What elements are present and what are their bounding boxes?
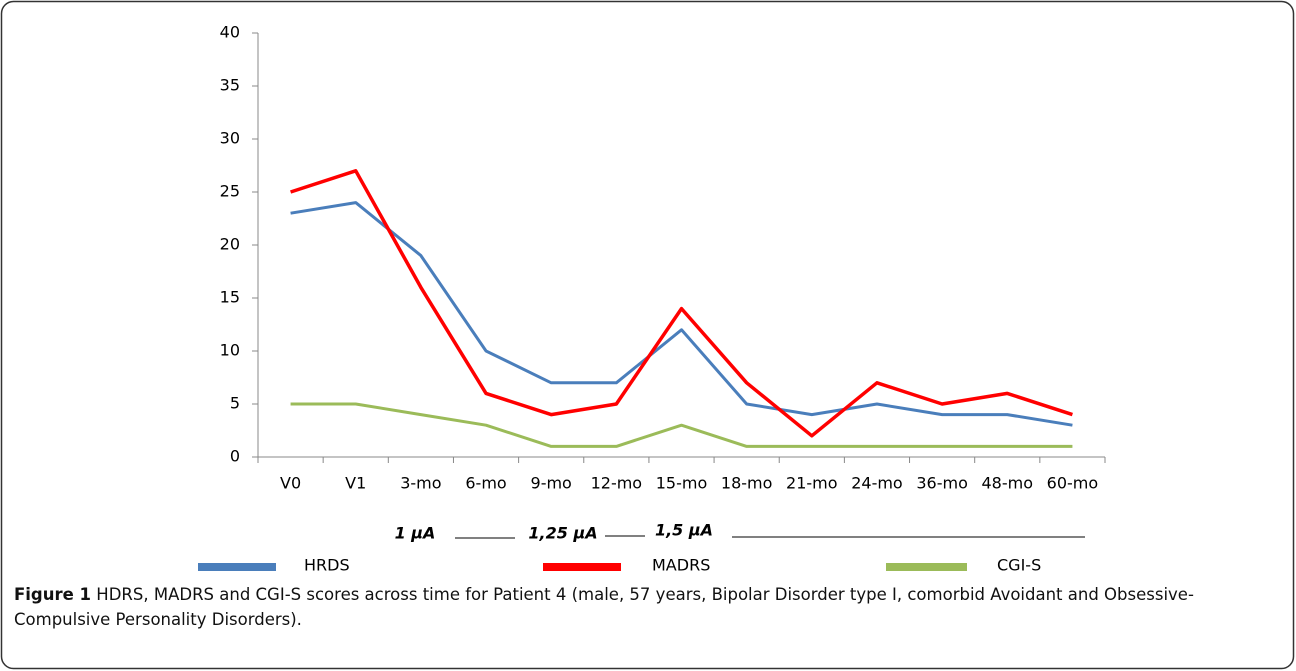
y-tick-label: 15 <box>220 288 240 307</box>
annotation-lines <box>455 535 1085 539</box>
annotation: 1,25 µA <box>528 524 597 543</box>
legend-label: MADRS <box>652 556 710 575</box>
x-tick-label: 48-mo <box>982 474 1034 493</box>
x-tick-label: 9-mo <box>531 474 572 493</box>
legend-label: CGI-S <box>997 556 1041 575</box>
y-tick-label: 25 <box>220 182 240 201</box>
y-tick-label: 20 <box>220 235 240 254</box>
legend-label: HRDS <box>304 556 350 575</box>
x-tick-label: V1 <box>345 474 366 493</box>
x-tick-label: 60-mo <box>1047 474 1099 493</box>
x-tick-label: 21-mo <box>786 474 838 493</box>
x-tick-label: 3-mo <box>400 474 441 493</box>
annotation: 1,5 µA <box>655 521 713 540</box>
y-tick-label: 30 <box>220 129 240 148</box>
y-tick-label: 10 <box>220 341 240 360</box>
y-tick-label: 35 <box>220 76 240 95</box>
caption-text: HDRS, MADRS and CGI-S scores across time… <box>14 585 1194 629</box>
x-tick-label: 12-mo <box>591 474 643 493</box>
x-tick-label: 18-mo <box>721 474 773 493</box>
caption-label: Figure 1 <box>14 585 92 604</box>
series-line <box>290 169 1073 438</box>
caption: Figure 1 HDRS, MADRS and CGI-S scores ac… <box>14 582 1264 632</box>
x-tick-label: 15-mo <box>656 474 708 493</box>
x-tick-label: 24-mo <box>851 474 903 493</box>
x-tick-label: 36-mo <box>916 474 968 493</box>
y-tick-label: 5 <box>230 394 240 413</box>
annotation: 1 µA <box>395 524 436 543</box>
y-tick-label: 40 <box>220 23 240 42</box>
x-tick-label: 6-mo <box>465 474 506 493</box>
series-line <box>290 201 1073 427</box>
x-tick-label: V0 <box>280 474 301 493</box>
series-line <box>290 402 1073 448</box>
y-tick-label: 0 <box>230 447 240 466</box>
